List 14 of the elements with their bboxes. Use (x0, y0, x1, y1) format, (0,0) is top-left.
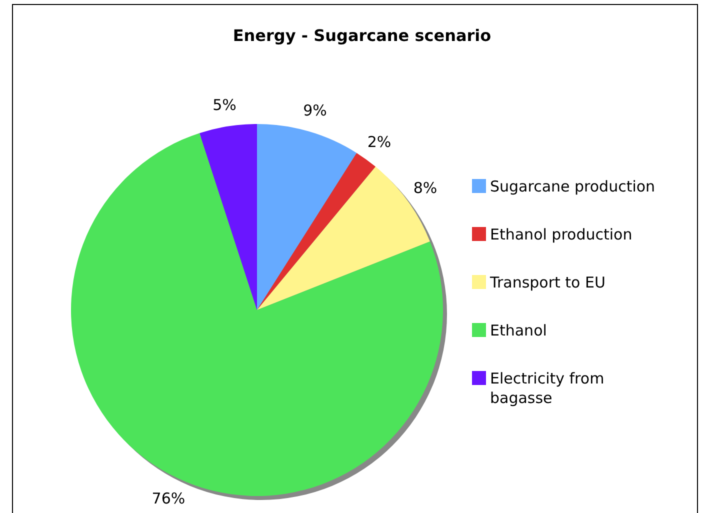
chart-title: Energy - Sugarcane scenario (232, 26, 492, 45)
legend-label: Ethanol production (490, 225, 632, 244)
data-label: 76% (152, 489, 186, 508)
data-label: 2% (367, 132, 392, 151)
pie-slice (257, 152, 376, 310)
legend-label: Sugarcane production (490, 177, 656, 196)
pie-slice (257, 124, 357, 310)
data-label: 5% (212, 96, 236, 114)
legend-label: Transport to EU (489, 273, 606, 292)
data-label: 8% (413, 178, 438, 197)
data-label: 9% (303, 102, 327, 120)
legend-label: Ethanol (490, 321, 547, 340)
pie-slice (200, 124, 257, 310)
legend-label: Electricity from bagasse (490, 369, 604, 407)
